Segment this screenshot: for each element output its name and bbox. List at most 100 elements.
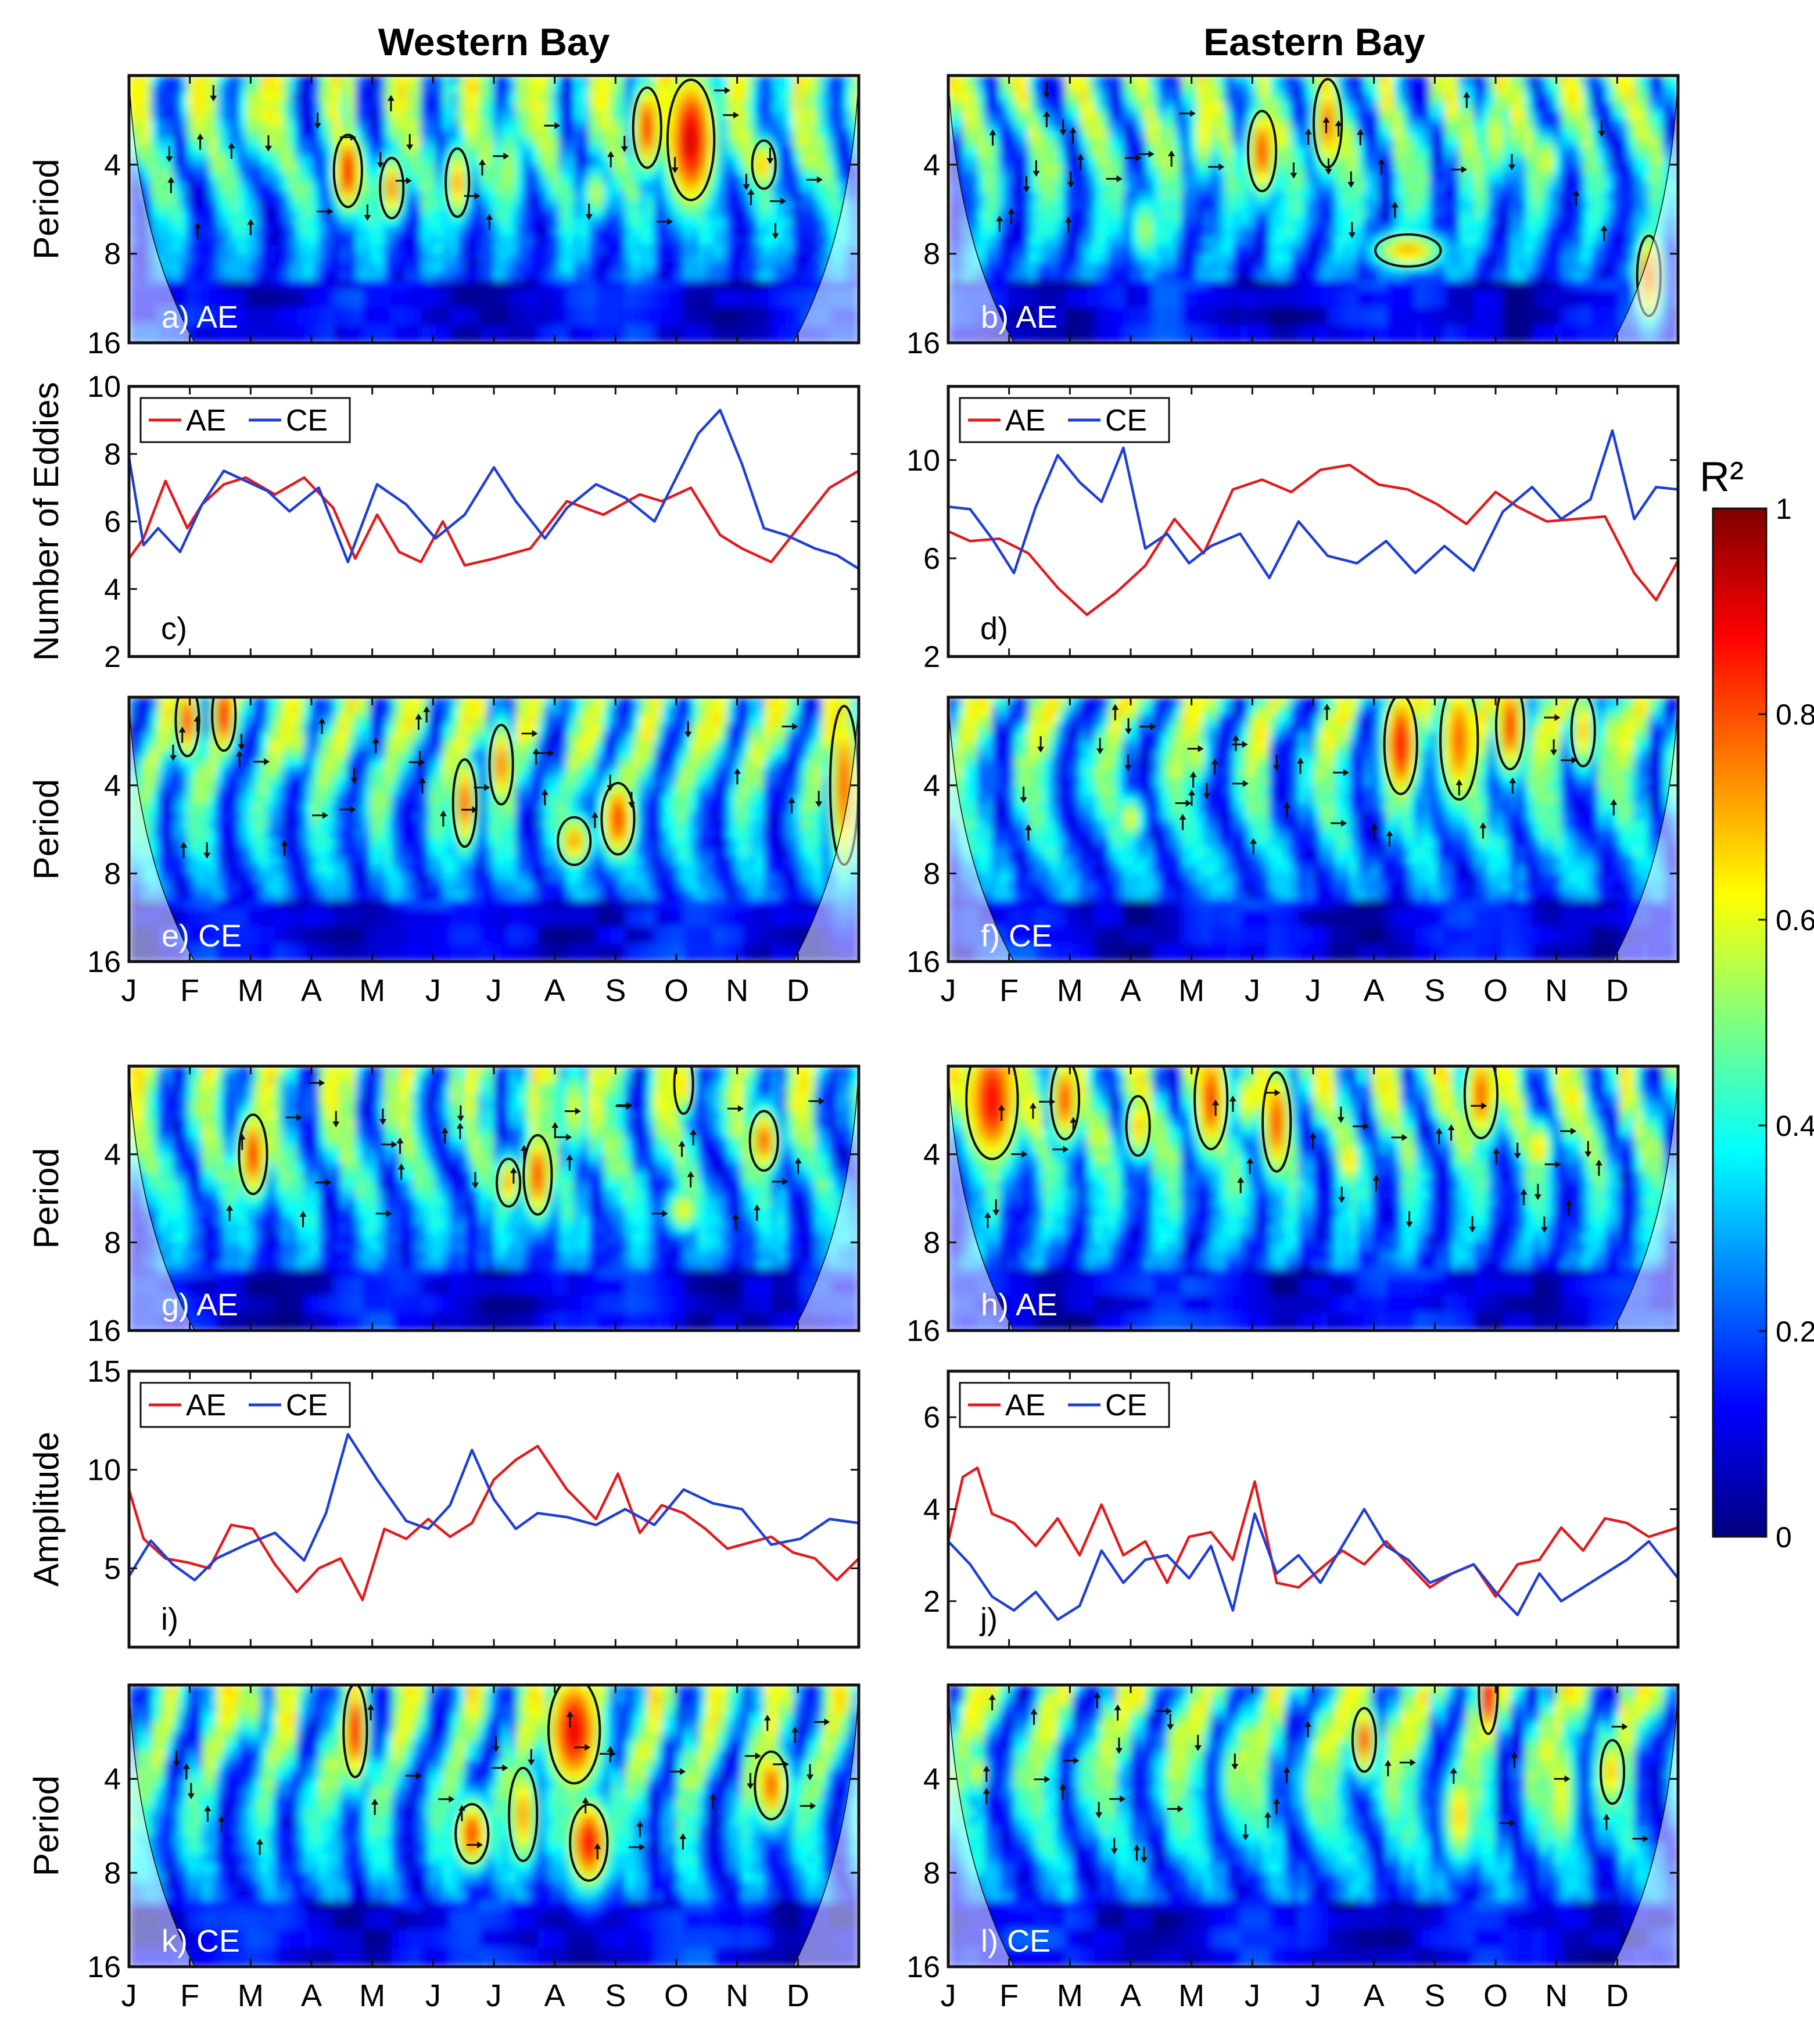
month-label: A — [1364, 1978, 1385, 2013]
col-title-east: Eastern Bay — [1203, 20, 1425, 63]
panel-h: 4 8 16 h) AE — [906, 1040, 1679, 1348]
month-label: F — [999, 1978, 1019, 2013]
period-tick-label: 4 — [104, 148, 121, 182]
month-label: J — [425, 1978, 441, 2013]
panel-d: 2 6 10 AE CE d) — [906, 386, 1678, 674]
month-label: J — [1245, 973, 1260, 1008]
y-tick-label: 4 — [923, 1493, 940, 1527]
month-label: M — [1057, 973, 1083, 1008]
panels: 4 8 16 a) AE Period 4 8 16 b) AE 2 4 6 8 10 AE CE c) Numb… — [27, 76, 1679, 2013]
series-line-ce — [129, 1435, 859, 1580]
panel-label-c: c) — [161, 611, 187, 646]
month-label: J — [1245, 1978, 1260, 2013]
period-tick-label: 8 — [104, 1856, 121, 1890]
legend-label-ce: CE — [286, 1389, 328, 1422]
legend-label-ae: AE — [1005, 404, 1045, 438]
month-label: O — [1483, 973, 1508, 1008]
legend-label-ae: AE — [1005, 1389, 1045, 1422]
month-label: A — [1364, 973, 1385, 1008]
figure: Western Bay Eastern Bay 4816a) AEPeriod 4… — [0, 0, 1814, 2044]
y-tick-label: 2 — [923, 1585, 940, 1619]
y-tick-label: 5 — [104, 1552, 121, 1586]
period-tick-label: 8 — [104, 1226, 121, 1260]
series-line-ae — [948, 1468, 1678, 1597]
y-tick-label: 4 — [104, 573, 121, 607]
period-tick-label: 4 — [923, 1138, 940, 1172]
y-axis-label: Number of Eddies — [27, 382, 66, 661]
y-axis-label: Period — [27, 159, 66, 259]
month-label: S — [1424, 1978, 1445, 2013]
panel-label-b: b) AE — [981, 300, 1057, 335]
month-label: J — [941, 973, 956, 1008]
month-label: A — [301, 1978, 322, 2013]
month-label: N — [1545, 973, 1568, 1008]
month-label: N — [726, 973, 748, 1008]
y-axis-label: Period — [27, 1148, 66, 1249]
period-tick-label: 8 — [923, 1856, 940, 1890]
panel-label-f: f) CE — [981, 919, 1052, 953]
legend-label-ce: CE — [286, 404, 328, 438]
period-tick-label: 4 — [923, 148, 940, 182]
month-label: J — [1306, 973, 1321, 1008]
panel-label-a: a) AE — [162, 300, 238, 335]
period-tick-label: 4 — [104, 1138, 121, 1172]
panel-k: 4816k) CEJ F M A M J J A S O N DPeriod — [27, 1678, 859, 2013]
colorbar-tick-label: 0 — [1776, 1521, 1792, 1554]
colorbar-tick-label: 0.4 — [1776, 1110, 1814, 1142]
month-label: N — [726, 1978, 748, 2013]
month-label: S — [605, 1978, 626, 2013]
panel-label-h: h) AE — [981, 1288, 1057, 1322]
y-tick-label: 6 — [923, 542, 940, 576]
month-label: J — [941, 1978, 956, 2013]
month-label: D — [787, 1978, 809, 2013]
month-label: A — [1120, 973, 1141, 1008]
colorbar-tick-label: 0.2 — [1776, 1315, 1814, 1348]
panel-l: 4 8 16 l) CE J F M A M J J A S O N D — [906, 1649, 1679, 2013]
y-tick-label: 2 — [104, 640, 121, 674]
panel-j: 2 4 6 AE CE j) — [923, 1371, 1678, 1647]
y-tick-label: 10 — [906, 444, 940, 478]
y-axis-label: Period — [27, 779, 66, 880]
period-tick-label: 4 — [104, 769, 121, 803]
period-tick-label: 16 — [906, 327, 940, 360]
period-tick-label: 4 — [923, 1763, 940, 1796]
period-tick-label: 16 — [906, 1314, 940, 1348]
period-tick-label: 16 — [87, 1950, 121, 1984]
month-label: M — [1057, 1978, 1083, 2013]
panel-label-d: d) — [980, 611, 1008, 646]
month-label: M — [238, 1978, 264, 2013]
colorbar-tick-label: 1 — [1776, 493, 1792, 525]
heatmap-field — [129, 76, 859, 343]
panel-f: 4816f) CEJ F M A M J J A S O N D — [906, 680, 1679, 1008]
month-label: D — [1606, 973, 1629, 1008]
heatmap-field — [948, 680, 1679, 962]
month-label: J — [121, 973, 137, 1008]
y-tick-label: 6 — [104, 505, 121, 539]
month-label: A — [1120, 1978, 1141, 2013]
month-label: S — [1424, 973, 1445, 1008]
y-tick-label: 6 — [923, 1401, 940, 1435]
panel-label-e: e) CE — [162, 919, 242, 953]
legend-label-ae: AE — [186, 404, 226, 438]
month-label: M — [359, 973, 385, 1008]
col-title-west: Western Bay — [378, 20, 610, 63]
y-axis-label: Amplitude — [27, 1432, 66, 1587]
panel-a: 4 8 16 a) AE Period — [27, 76, 859, 360]
month-label: J — [121, 1978, 137, 2013]
month-label: A — [544, 973, 565, 1008]
period-tick-label: 8 — [104, 857, 121, 891]
month-label: N — [1545, 1978, 1568, 2013]
month-label: J — [486, 973, 502, 1008]
panel-g: 4816g) AEPeriod — [27, 1054, 859, 1348]
month-label: M — [238, 973, 264, 1008]
colorbar-tick-label: 0.8 — [1776, 698, 1814, 731]
y-tick-label: 10 — [87, 1454, 121, 1487]
month-label: J — [1306, 1978, 1321, 2013]
y-tick-label: 2 — [923, 640, 940, 674]
month-label: D — [787, 973, 809, 1008]
legend: AE CE — [960, 398, 1169, 442]
month-label: J — [486, 1978, 502, 2013]
period-tick-label: 4 — [104, 1763, 121, 1796]
heatmap-field — [948, 76, 1679, 343]
month-label: M — [359, 1978, 385, 2013]
